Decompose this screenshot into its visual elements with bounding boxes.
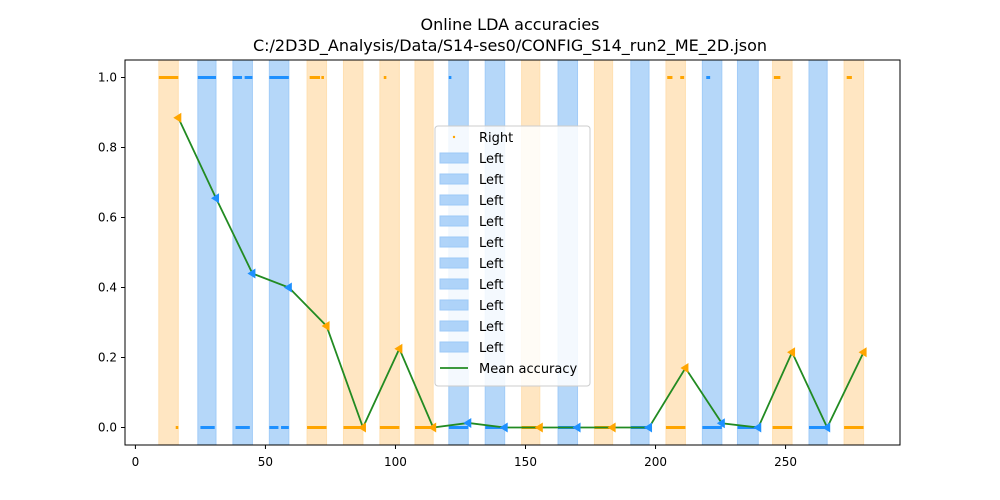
x-tick-label: 200: [644, 455, 667, 469]
mean-accuracy-point: [463, 417, 472, 428]
mean-accuracy-line: [177, 117, 865, 430]
chart-subtitle: C:/2D3D_Analysis/Data/S14-ses0/CONFIG_S1…: [253, 36, 767, 56]
mean-accuracy-point: [211, 193, 220, 204]
span-right: [379, 59, 400, 446]
span-left: [268, 59, 290, 446]
span-left: [701, 59, 723, 446]
y-tick-label: 0.2: [98, 351, 117, 365]
span-right: [665, 59, 686, 446]
legend-marker-left: [439, 215, 469, 227]
x-axis: 0 50 100 150 200 250: [132, 445, 797, 469]
legend-entry-label: Left: [479, 173, 503, 188]
span-left: [736, 59, 759, 446]
legend-entry-label: Left: [479, 257, 503, 272]
legend-box: [434, 125, 591, 387]
mean-accuracy-series: [173, 112, 867, 433]
mean-accuracy-point: [321, 321, 330, 331]
y-tick-label: 0.4: [98, 281, 117, 295]
legend-entry-label: Left: [479, 341, 503, 356]
mean-accuracy-point: [680, 363, 689, 373]
x-tick-label: 50: [258, 455, 273, 469]
y-tick-label: 0.8: [98, 141, 117, 155]
mean-accuracy-point: [572, 422, 581, 433]
legend-entry-label: Left: [479, 236, 503, 251]
span-right: [342, 59, 364, 446]
x-tick-label: 150: [514, 455, 537, 469]
legend-marker-left: [439, 194, 469, 206]
legend-marker-left: [439, 152, 469, 164]
legend-marker-left: [439, 236, 469, 248]
y-tick-label: 1.0: [98, 71, 117, 85]
span-right: [593, 59, 614, 446]
mean-accuracy-point: [822, 422, 831, 433]
mean-accuracy-point: [357, 422, 366, 433]
mean-accuracy-point: [247, 268, 256, 279]
mean-accuracy-point: [173, 112, 182, 123]
legend-entry-label: Left: [479, 320, 503, 335]
mean-accuracy-point: [644, 422, 653, 433]
legend-marker-right: [452, 135, 456, 139]
legend-entry-label: Mean accuracy: [479, 362, 578, 377]
x-tick-label: 250: [774, 455, 797, 469]
legend-marker-left: [439, 173, 469, 185]
legend-entry-label: Left: [479, 215, 503, 230]
mean-accuracy-point: [428, 422, 437, 433]
mean-accuracy-point: [607, 422, 616, 433]
legend-marker-left: [439, 341, 469, 353]
mean-accuracy-point: [499, 422, 508, 433]
legend-entry-label: Left: [479, 278, 503, 293]
span-right: [414, 59, 434, 446]
y-tick-label: 0.6: [98, 211, 117, 225]
mean-accuracy-point: [716, 418, 725, 429]
legend: Right Left Left Left Left Left Left Left Left Lef…: [434, 125, 591, 387]
legend-marker-left: [439, 278, 469, 290]
x-tick-label: 0: [132, 455, 140, 469]
mean-accuracy-point: [753, 422, 762, 433]
legend-marker-left: [439, 257, 469, 269]
mean-accuracy-point: [534, 422, 543, 433]
span-left: [630, 59, 650, 446]
legend-entry-label: Left: [479, 152, 503, 167]
mean-accuracy-point: [787, 347, 796, 358]
mean-accuracy-point: [394, 343, 403, 354]
mean-accuracy-point: [283, 282, 292, 293]
span-left: [808, 59, 828, 446]
chart-title: Online LDA accuracies: [420, 15, 599, 34]
span-right: [306, 59, 328, 446]
x-tick-label: 100: [384, 455, 407, 469]
span-left: [197, 59, 217, 446]
legend-entry-label: Left: [479, 194, 503, 209]
plot-frame: [124, 59, 901, 446]
legend-marker-left: [439, 320, 469, 332]
y-tick-label: 0.0: [98, 421, 117, 435]
mean-accuracy-point: [858, 347, 867, 358]
legend-entry-label: Left: [479, 299, 503, 314]
legend-entry-label: Right: [479, 131, 513, 146]
legend-marker-left: [439, 299, 469, 311]
y-axis: 0.0 0.2 0.4 0.6 0.8 1.0: [98, 71, 125, 435]
